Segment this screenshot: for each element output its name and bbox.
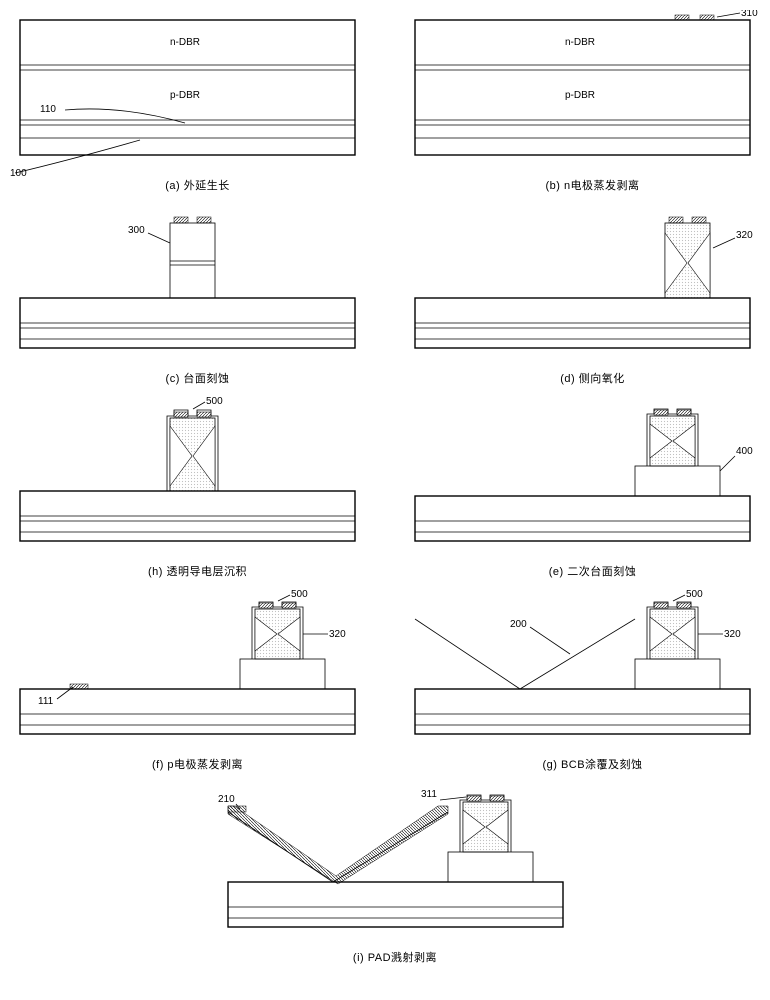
diagram-grid: n-DBR p-DBR 110 100 (a) 外延生长 n-DBR p-DBR: [10, 10, 770, 965]
svg-text:p-DBR: p-DBR: [565, 90, 595, 101]
panel-g: 500 320 200 (g) BCB涂覆及刻蚀: [405, 589, 770, 772]
label-ndbr: n-DBR: [170, 37, 200, 48]
callout-500g: 500: [686, 589, 703, 600]
panel-a-svg: n-DBR p-DBR 110: [10, 10, 365, 175]
panel-d: 320 (d) 侧向氧化: [405, 203, 770, 386]
panel-f-svg: 111 500 320: [10, 589, 365, 754]
caption-b: (b) n电极蒸发剥离: [405, 177, 770, 193]
callout-100: 100: [10, 168, 27, 179]
panel-i-svg: 311 210: [218, 782, 573, 947]
panel-g-svg: 500 320 200: [405, 589, 760, 754]
panel-d-svg: 320: [405, 203, 760, 368]
callout-310: 310: [741, 10, 758, 19]
callout-500f: 500: [291, 589, 308, 600]
caption-g: (g) BCB涂覆及刻蚀: [405, 756, 770, 772]
callout-300: 300: [128, 225, 145, 236]
panel-h: 500 (h) 透明导电层沉积: [10, 396, 385, 579]
caption-h: (h) 透明导电层沉积: [10, 563, 385, 579]
panel-e: 400 (e) 二次台面刻蚀: [405, 396, 770, 579]
callout-320f: 320: [329, 629, 346, 640]
panel-i-wrap: 311 210 (i) PAD溅射剥离: [10, 782, 770, 965]
panel-a: n-DBR p-DBR 110 100 (a) 外延生长: [10, 10, 385, 193]
caption-d: (d) 侧向氧化: [405, 370, 770, 386]
caption-e: (e) 二次台面刻蚀: [405, 563, 770, 579]
callout-110: 110: [40, 104, 56, 115]
callout-500: 500: [206, 396, 223, 407]
panel-i: 311 210 (i) PAD溅射剥离: [218, 782, 573, 965]
caption-c: (c) 台面刻蚀: [10, 370, 385, 386]
callout-311: 311: [421, 789, 437, 800]
panel-c-svg: 300: [10, 203, 365, 368]
panel-f: 111 500 320 (f) p电极蒸发剥离: [10, 589, 385, 772]
panel-h-svg: 500: [10, 396, 365, 561]
callout-210: 210: [218, 794, 235, 805]
panel-b-svg: n-DBR p-DBR 310: [405, 10, 760, 175]
panel-b: n-DBR p-DBR 310 (b) n电极蒸发剥离: [405, 10, 770, 193]
svg-text:n-DBR: n-DBR: [565, 37, 595, 48]
callout-320g: 320: [724, 629, 741, 640]
caption-a: (a) 外延生长: [10, 177, 385, 193]
callout-400: 400: [736, 446, 753, 457]
callout-200: 200: [510, 619, 527, 630]
callout-320: 320: [736, 230, 753, 241]
caption-f: (f) p电极蒸发剥离: [10, 756, 385, 772]
callout-111: 111: [38, 696, 54, 707]
panel-e-svg: 400: [405, 396, 760, 561]
caption-i: (i) PAD溅射剥离: [218, 949, 573, 965]
panel-c: 300 (c) 台面刻蚀: [10, 203, 385, 386]
label-pdbr: p-DBR: [170, 90, 200, 101]
